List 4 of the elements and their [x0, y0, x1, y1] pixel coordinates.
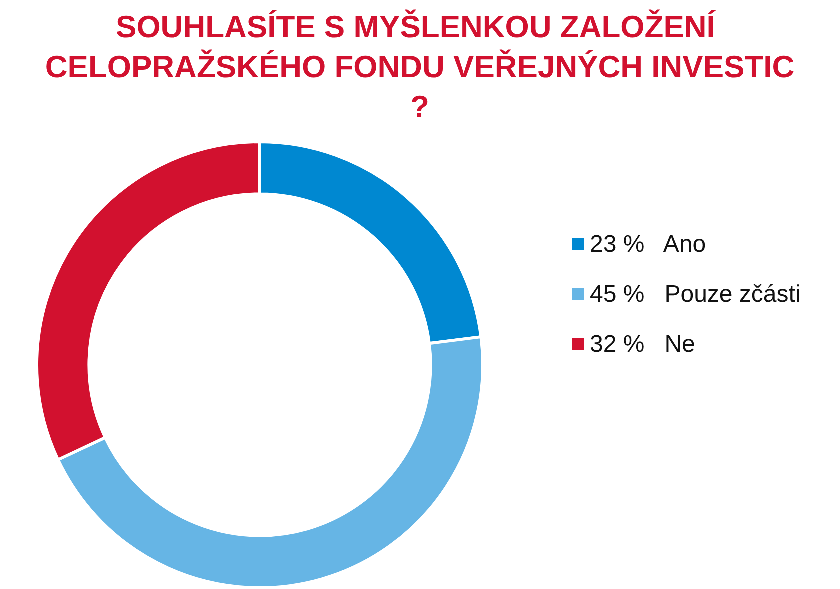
chart-title: SOUHLASÍTE S MYŠLENKOU ZALOŽENÍ CELOPRAŽSKÉHO FONDU VEŘEJNÝCH INVESTIC? [45, 10, 795, 124]
legend-label: 32 % Ne [590, 331, 696, 358]
legend-label: 45 % Pouze zčásti [590, 281, 801, 308]
legend-label: 23 % Ano [590, 231, 706, 258]
